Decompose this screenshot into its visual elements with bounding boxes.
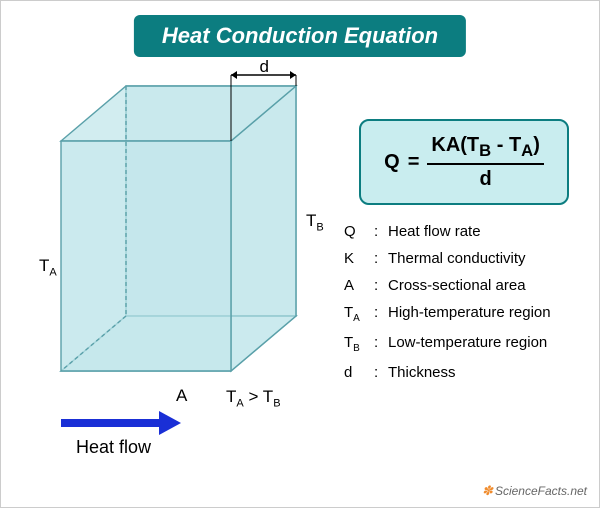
legend-colon: :: [374, 304, 382, 321]
label-inequality: TA > TB: [226, 387, 281, 409]
legend-desc: Thickness: [388, 364, 456, 381]
legend-symbol: TA: [344, 304, 368, 324]
legend-desc: Heat flow rate: [388, 223, 481, 240]
heat-flow-label: Heat flow: [76, 437, 151, 458]
legend-symbol: d: [344, 364, 368, 381]
legend-colon: :: [374, 334, 382, 351]
legend-colon: :: [374, 364, 382, 381]
legend-row: K: Thermal conductivity: [344, 250, 569, 267]
equation-q: Q: [384, 151, 400, 174]
equation-fraction: KA(TB - TA) d: [427, 133, 544, 191]
legend-desc: Thermal conductivity: [388, 250, 526, 267]
legend-desc: High-temperature region: [388, 304, 551, 321]
legend-colon: :: [374, 250, 382, 267]
legend-symbol: A: [344, 277, 368, 294]
legend-row: A: Cross-sectional area: [344, 277, 569, 294]
label-t-a: TA: [39, 256, 57, 278]
equation-denominator: d: [480, 165, 492, 191]
credit-text: ScienceFacts.net: [495, 484, 587, 498]
diagram-area: d TA TB A TA > TB Heat flow: [31, 61, 331, 461]
legend: Q: Heat flow rate K: Thermal conductivity A:…: [344, 223, 569, 391]
credit: ✽ScienceFacts.net: [482, 483, 587, 499]
legend-colon: :: [374, 223, 382, 240]
label-d: d: [260, 57, 269, 77]
label-t-b: TB: [306, 211, 324, 233]
equation-box: Q = KA(TB - TA) d: [359, 119, 569, 205]
legend-symbol: Q: [344, 223, 368, 240]
title-text: Heat Conduction Equation: [162, 23, 438, 48]
equation-numerator: KA(TB - TA): [427, 133, 544, 165]
label-a: A: [176, 386, 187, 406]
legend-row: TA: High-temperature region: [344, 304, 569, 324]
equation-equals: =: [408, 151, 420, 174]
legend-symbol: TB: [344, 334, 368, 354]
equation-line: Q = KA(TB - TA) d: [371, 133, 557, 191]
legend-row: TB: Low-temperature region: [344, 334, 569, 354]
legend-desc: Cross-sectional area: [388, 277, 526, 294]
legend-desc: Low-temperature region: [388, 334, 547, 351]
title-banner: Heat Conduction Equation: [134, 15, 466, 57]
credit-logo-icon: ✽: [482, 483, 493, 499]
legend-row: d: Thickness: [344, 364, 569, 381]
legend-symbol: K: [344, 250, 368, 267]
legend-colon: :: [374, 277, 382, 294]
legend-row: Q: Heat flow rate: [344, 223, 569, 240]
